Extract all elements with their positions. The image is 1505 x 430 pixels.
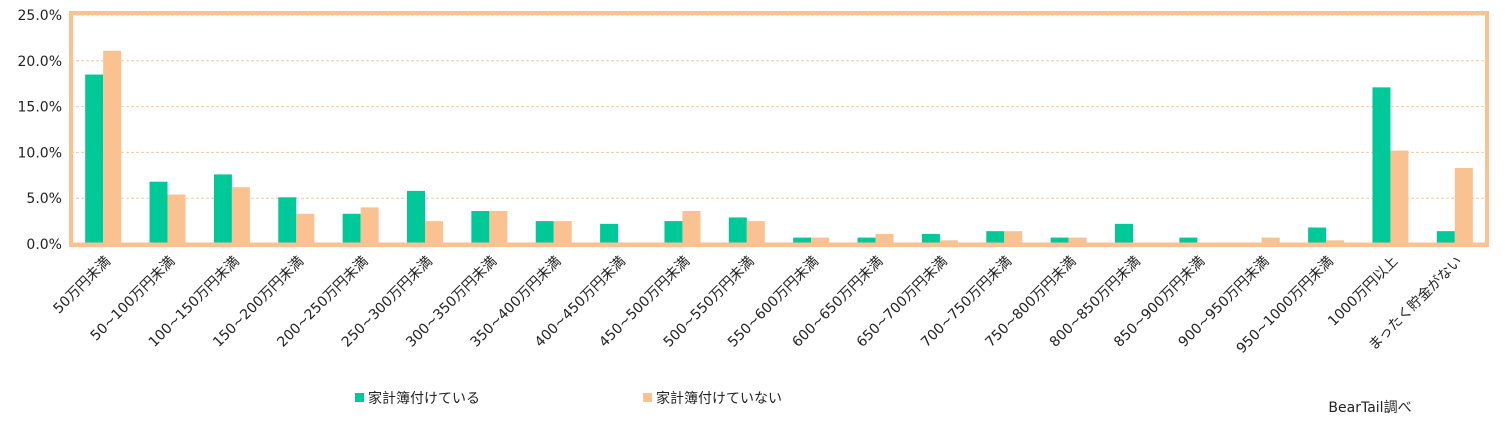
bar (682, 211, 701, 244)
bar (1068, 237, 1087, 244)
y-tick-label: 5.0% (26, 191, 62, 207)
bar (793, 237, 812, 244)
bar (1326, 240, 1345, 244)
legend-swatch (643, 393, 652, 402)
bar (728, 217, 747, 244)
bar (875, 233, 894, 244)
bar (1390, 150, 1409, 244)
bar (342, 213, 361, 244)
bar (1004, 231, 1023, 244)
bar (407, 190, 425, 244)
bar (296, 213, 315, 244)
source-note: BearTail調べ (1328, 400, 1411, 416)
legend-label: 家計簿付けている (368, 390, 480, 407)
bar (1050, 237, 1069, 244)
bar (535, 221, 554, 244)
bar (149, 181, 168, 244)
x-tick-label: 50万円未満 (50, 254, 114, 318)
bar (746, 221, 765, 244)
y-tick-label: 25.0% (18, 8, 62, 24)
bar (553, 221, 572, 244)
bar (811, 237, 830, 244)
y-tick-label: 0.0% (26, 237, 62, 253)
bar (1436, 231, 1455, 244)
bar (231, 187, 250, 244)
bar (986, 231, 1005, 244)
bar (600, 223, 619, 244)
bar (857, 237, 876, 244)
y-tick-label: 20.0% (18, 54, 62, 70)
bar (167, 194, 186, 244)
bar (664, 221, 683, 244)
bar (425, 221, 443, 244)
bar (103, 50, 122, 244)
bar (1179, 237, 1198, 244)
bar (1454, 167, 1473, 244)
bar (489, 211, 508, 244)
bar (1372, 87, 1391, 244)
bar (939, 240, 958, 244)
y-tick-label: 10.0% (18, 145, 62, 161)
y-tick-label: 15.0% (18, 100, 62, 116)
bar (85, 74, 104, 244)
bar (278, 197, 297, 244)
legend-swatch (355, 393, 364, 402)
bar (1308, 227, 1327, 244)
bar (921, 233, 940, 244)
legend-label: 家計簿付けていない (656, 390, 782, 407)
bar (471, 211, 490, 244)
bar (213, 174, 232, 244)
bar (1115, 223, 1133, 244)
bar (360, 207, 379, 244)
bar (1261, 237, 1280, 244)
